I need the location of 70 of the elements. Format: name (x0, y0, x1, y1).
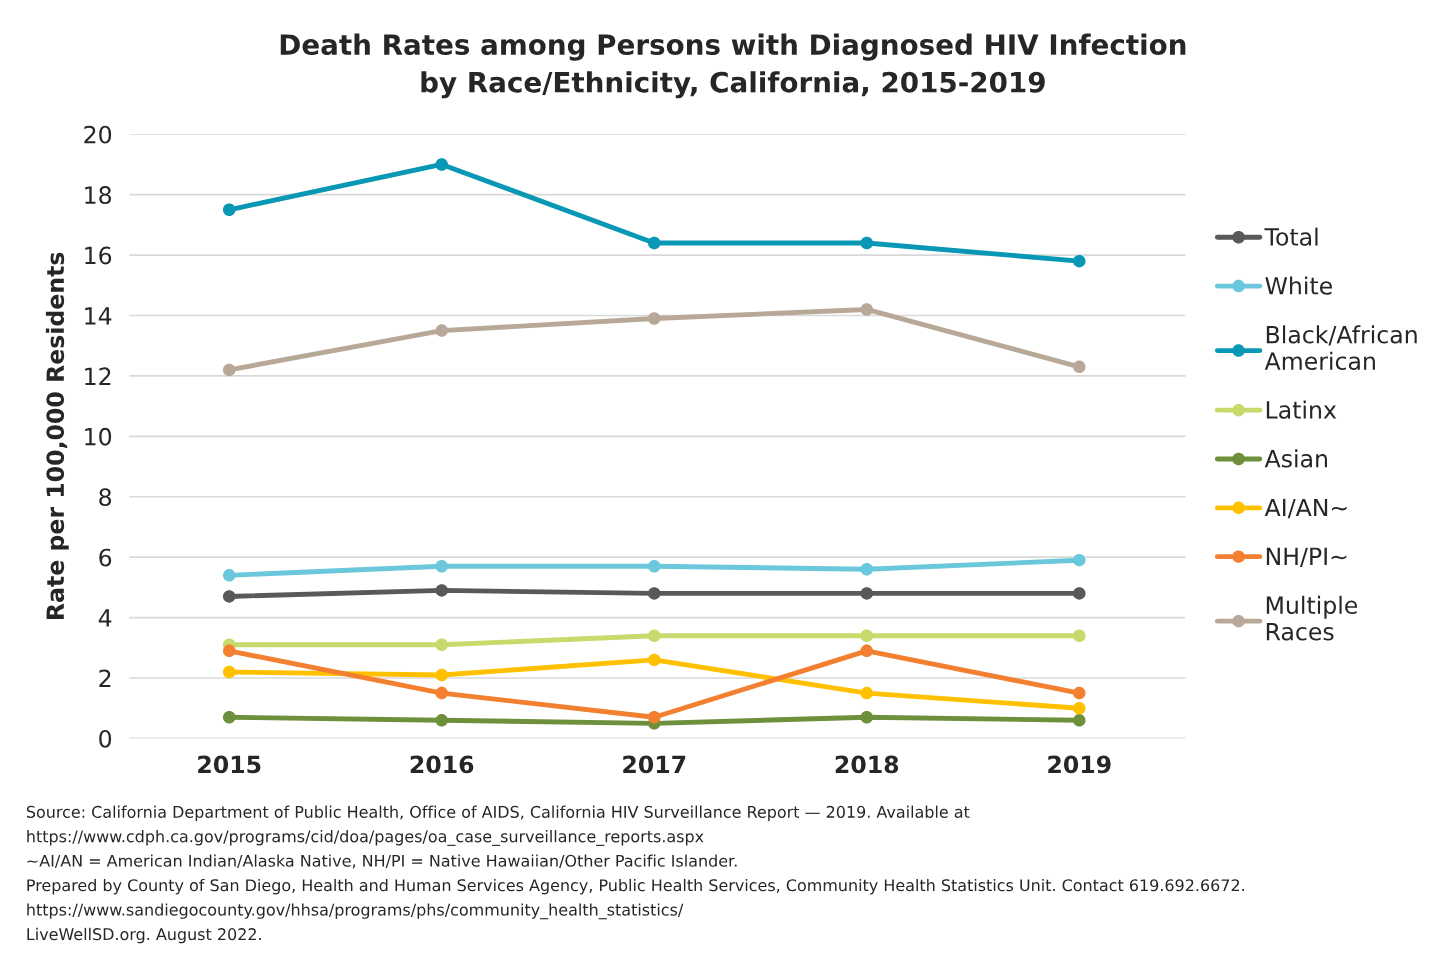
point (222, 644, 236, 658)
point (1073, 686, 1086, 700)
point (222, 711, 236, 724)
point (860, 629, 873, 642)
text: Prepared by County of San Diego, Health and Human Services Agency, Public Health Services, Community Health Statistics Unit. Contact 619.692.6672. (27, 878, 1244, 895)
legend-label: Black/African American (1264, 325, 1417, 370)
point (647, 587, 661, 600)
point (860, 686, 873, 700)
text: https://www.cdph.ca.gov/programs/cid/doa/pages/oa_case_surveillance_reports.aspx (27, 830, 704, 846)
x-tick-label: 2015 (198, 755, 261, 774)
point (435, 638, 448, 652)
text: ~AI/AN = American Indian/Alaska Native, NH/PI = Native Hawaiian/Other Pacific Islander. (27, 854, 737, 869)
point (647, 559, 661, 573)
x-tick-label: 2018 (835, 755, 899, 774)
point (860, 236, 873, 250)
point (860, 563, 873, 576)
point (435, 668, 448, 682)
y-tick-label: 8 (99, 488, 112, 507)
text: https://www.sandiegocounty.gov/hhsa/programs/phs/community_health_statistics/ (27, 903, 684, 920)
x-tick-label: 2017 (623, 755, 686, 774)
legend-label: NH/PI~ (1266, 547, 1347, 568)
point (1073, 701, 1086, 715)
legend-label: White (1265, 276, 1332, 295)
point (222, 590, 236, 603)
y-tick-label: 2 (99, 669, 111, 687)
x-tick-label: 2016 (410, 755, 474, 774)
point (435, 324, 448, 337)
point (222, 569, 236, 582)
point (222, 203, 236, 217)
chart-title: Death Rates among Persons with Diagnosed HIV Infection by Race/Ethnicity, California, 2015-2019 (280, 33, 1186, 99)
legend-label: Total (1264, 227, 1318, 246)
point (860, 644, 873, 658)
y-axis-title: Rate per 100,000 Residents (45, 252, 69, 619)
point (435, 584, 448, 597)
point (647, 312, 661, 325)
point (435, 158, 448, 171)
point (1073, 360, 1086, 374)
point (860, 303, 873, 316)
point (435, 559, 448, 573)
legend-label: AI/AN~ (1264, 498, 1347, 519)
y-tick-label: 18 (85, 186, 112, 204)
y-tick-label: 14 (85, 307, 112, 325)
point (222, 665, 236, 679)
point (222, 363, 236, 377)
point (1073, 714, 1086, 727)
y-tick-label: 6 (99, 548, 112, 567)
y-tick-label: 4 (98, 609, 112, 627)
point (860, 711, 873, 724)
x-tick-label: 2019 (1048, 755, 1111, 774)
y-tick-label: 16 (85, 246, 112, 265)
y-tick-label: 0 (99, 729, 112, 748)
y-tick-label: 10 (85, 427, 112, 446)
text: LiveWellSD.org. August 2022. (27, 927, 261, 944)
point (1073, 587, 1086, 600)
point (647, 629, 661, 642)
point (647, 236, 661, 250)
point (435, 686, 448, 700)
point (435, 714, 448, 727)
y-tick-label: 20 (84, 125, 112, 144)
point (860, 587, 873, 600)
legend-label: Multiple Races (1266, 595, 1358, 641)
source-note: Source: California Department of Public Health, Office of AIDS, California HIV Surveillance Report — 2019. Available at (26, 805, 970, 822)
point (647, 653, 661, 667)
point (1073, 254, 1086, 268)
point (647, 711, 661, 724)
legend-label: Latinx (1266, 400, 1337, 419)
point (1073, 553, 1086, 567)
legend-label: Asian (1264, 449, 1327, 468)
y-tick-label: 12 (85, 367, 111, 385)
point (1073, 629, 1086, 642)
